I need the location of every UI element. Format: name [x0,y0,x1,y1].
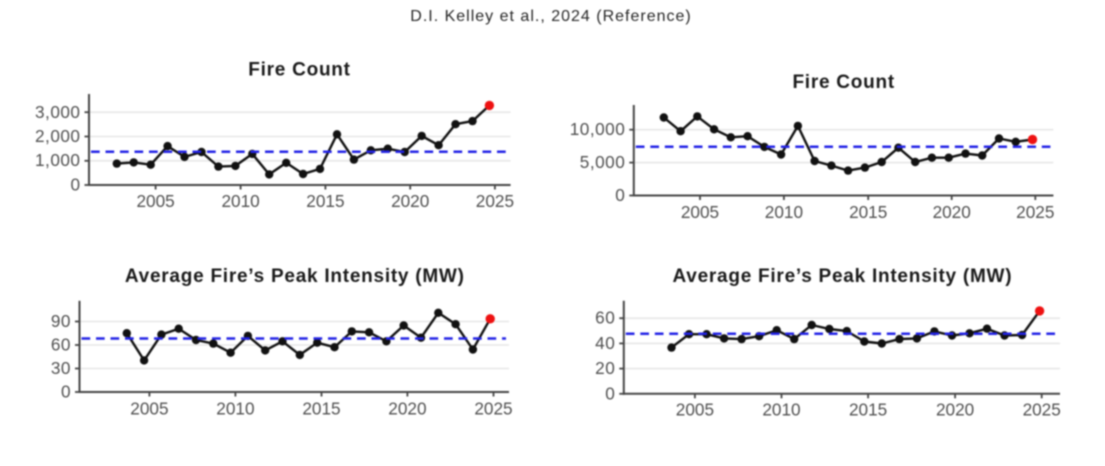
svg-text:5,000: 5,000 [580,152,626,172]
svg-text:2010: 2010 [216,399,254,419]
svg-text:0: 0 [61,382,71,402]
svg-text:2015: 2015 [302,399,340,419]
svg-text:2010: 2010 [765,202,803,222]
svg-text:Fire Count: Fire Count [248,60,351,81]
svg-text:2005: 2005 [130,399,168,419]
svg-text:Fire Count: Fire Count [792,72,895,93]
svg-text:2015: 2015 [849,202,887,222]
svg-text:Average Fire’s Peak Intensity: Average Fire’s Peak Intensity (MW) [125,266,465,287]
svg-text:2010: 2010 [221,191,259,211]
svg-text:2005: 2005 [681,202,719,222]
svg-text:2010: 2010 [762,400,800,420]
svg-text:2025: 2025 [1016,202,1054,222]
svg-text:2020: 2020 [933,202,971,222]
svg-text:2015: 2015 [849,400,887,420]
svg-text:0: 0 [605,383,615,403]
svg-text:90: 90 [51,311,71,331]
svg-text:60: 60 [51,335,71,355]
svg-text:2025: 2025 [1023,400,1061,420]
svg-text:0: 0 [70,175,80,195]
svg-text:20: 20 [595,358,615,378]
svg-text:2025: 2025 [476,191,514,211]
svg-text:2005: 2005 [136,191,174,211]
svg-text:3,000: 3,000 [35,102,81,122]
svg-text:D.I. Kelley et al., 2024 (Refe: D.I. Kelley et al., 2024 (Reference) [410,8,691,25]
svg-text:2005: 2005 [676,400,714,420]
svg-text:2020: 2020 [388,399,426,419]
svg-text:0: 0 [615,185,625,205]
svg-text:30: 30 [51,358,71,378]
svg-text:1,000: 1,000 [35,150,81,170]
svg-text:10,000: 10,000 [570,119,626,139]
svg-text:Average Fire’s Peak Intensity: Average Fire’s Peak Intensity (MW) [672,266,1012,287]
svg-text:60: 60 [595,308,615,328]
svg-text:2015: 2015 [306,191,344,211]
svg-text:40: 40 [595,333,615,353]
svg-text:2020: 2020 [936,400,974,420]
svg-text:2,000: 2,000 [35,126,81,146]
svg-text:2025: 2025 [474,399,512,419]
svg-text:2020: 2020 [391,191,429,211]
